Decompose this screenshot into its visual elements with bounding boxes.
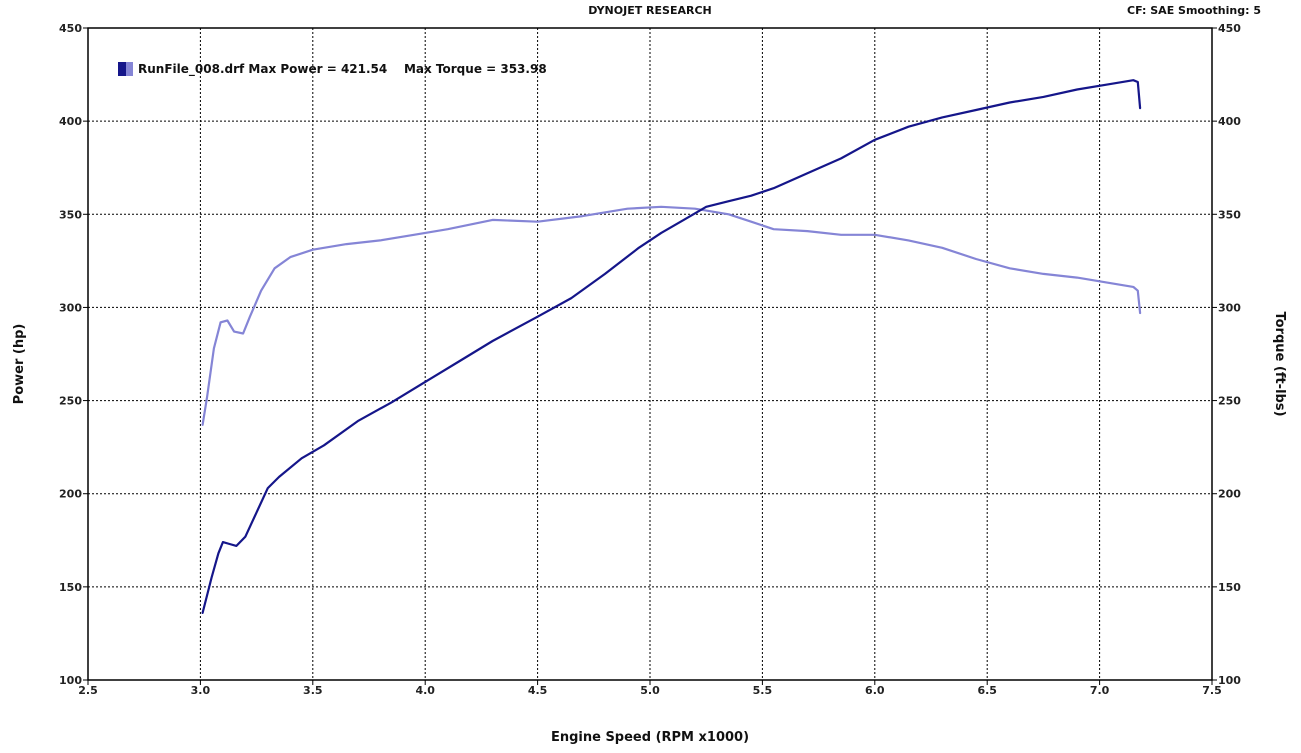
legend-swatch-dark (118, 62, 126, 76)
torque-series-line (201, 205, 1142, 426)
grid (83, 27, 1217, 685)
y-right-tick-label: 350 (1218, 208, 1241, 221)
x-tick-label: 6.0 (865, 684, 885, 697)
y-left-tick-label: 450 (59, 22, 82, 35)
y-left-tick-label: 100 (59, 674, 82, 687)
x-tick-label: 4.0 (415, 684, 435, 697)
x-tick-label: 2.5 (78, 684, 98, 697)
x-tick-labels: 2.5 3.0 3.5 4.0 4.5 5.0 5.5 6.0 6.5 7.0 7.5 (78, 684, 1222, 697)
legend-swatch-light (126, 62, 133, 76)
legend: RunFile_008.drf Max Power = 421.54 Max T… (118, 62, 547, 77)
y-left-tick-label: 150 (59, 581, 82, 594)
chart-info: CF: SAE Smoothing: 5 (1127, 4, 1261, 17)
y-right-tick-label: 400 (1218, 115, 1241, 128)
y-axis-left-label: Power (hp) (12, 324, 27, 405)
x-tick-label: 7.0 (1090, 684, 1110, 697)
x-axis-label: Engine Speed (RPM x1000) (551, 730, 749, 745)
x-tick-label: 3.0 (191, 684, 211, 697)
y-left-tick-label: 400 (59, 115, 82, 128)
y-right-tick-label: 300 (1218, 301, 1241, 314)
y-left-tick-label: 200 (59, 488, 82, 501)
y-right-tick-labels: 100 150 200 250 300 350 400 450 (1218, 22, 1241, 687)
y-right-tick-label: 100 (1218, 674, 1241, 687)
x-tick-label: 6.5 (977, 684, 997, 697)
y-left-tick-label: 300 (59, 301, 82, 314)
legend-text: RunFile_008.drf Max Power = 421.54 Max T… (138, 62, 547, 77)
y-axis-right-label: Torque (ft-lbs) (1272, 311, 1287, 416)
y-right-tick-label: 450 (1218, 22, 1241, 35)
power-series-line (201, 79, 1142, 614)
plot-frame (87, 27, 1213, 681)
x-tick-label: 5.5 (753, 684, 773, 697)
x-tick-label: 3.5 (303, 684, 323, 697)
y-right-tick-label: 200 (1218, 488, 1241, 501)
y-right-tick-label: 250 (1218, 395, 1241, 408)
y-left-tick-label: 350 (59, 208, 82, 221)
x-tick-label: 5.0 (640, 684, 660, 697)
x-tick-label: 7.5 (1202, 684, 1222, 697)
y-left-tick-labels: 100 150 200 250 300 350 400 450 (59, 22, 82, 687)
x-tick-label: 4.5 (528, 684, 548, 697)
y-left-tick-label: 250 (59, 395, 82, 408)
y-right-tick-label: 150 (1218, 581, 1241, 594)
chart-title: DYNOJET RESEARCH (588, 4, 711, 17)
series-lines (201, 79, 1142, 614)
